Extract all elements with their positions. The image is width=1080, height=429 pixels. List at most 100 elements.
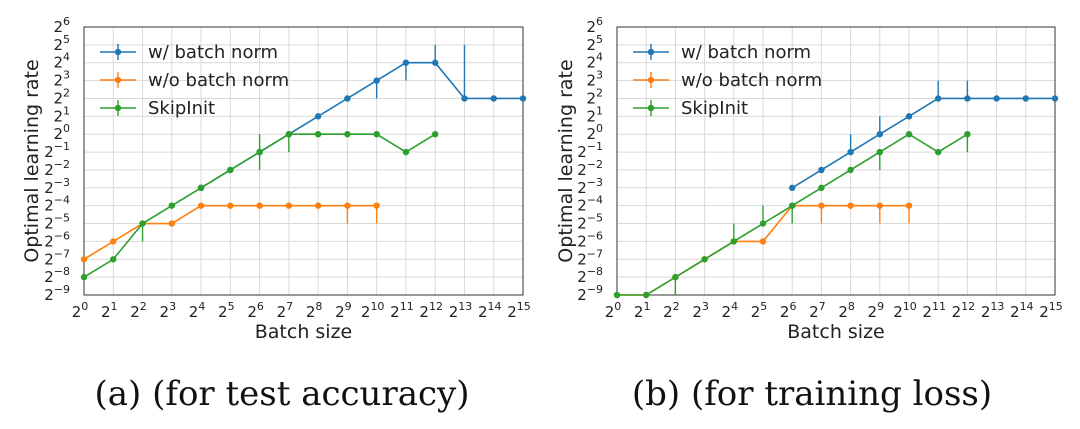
y-axis-label: Optimal learning rate [21,59,43,262]
y-tick-label: 22 [53,86,70,107]
x-axis-label: Batch size [787,321,885,343]
series-skipinit [613,131,971,299]
legend-label: SkipInit [681,98,748,119]
data-point [285,131,293,138]
legend-marker [647,76,655,84]
data-point [227,166,234,174]
legend: w/ batch norm w/o batch norm SkipInit [100,42,289,119]
x-tick-label: 211 [922,300,946,321]
panel-a: 20 21 22 23 24 25 26 27 28 29 210 211 212 213 214 2152−… [21,15,531,414]
data-point [256,202,263,209]
y-tick-label: 2−7 [44,247,70,268]
x-tick-label: 24 [189,300,206,321]
data-point [993,95,1000,102]
x-tick-label: 20 [72,300,89,321]
x-tick-label: 213 [981,300,1005,321]
data-point [759,220,767,227]
data-point [905,131,913,138]
y-tick-label: 24 [586,51,603,72]
legend-marker [647,48,655,56]
plot-frame [616,26,1056,296]
data-point [80,256,88,263]
y-tick-label: 2−3 [577,176,603,197]
y-tick-label: 2−2 [44,158,70,179]
data-point [876,148,883,156]
y-tick-label: 21 [586,104,603,125]
data-point [197,184,205,191]
data-point [847,148,854,156]
data-point [935,148,942,156]
series-line [791,97,1055,189]
data-point [905,202,913,209]
x-tick-label: 23 [692,300,709,321]
data-point [643,291,650,299]
data-point [373,77,380,84]
data-point [935,95,942,102]
data-point [197,202,205,209]
data-point [402,59,410,66]
legend-label: w/o batch norm [681,70,822,91]
y-tick-label: 2−6 [44,229,70,250]
legend-marker [647,104,655,112]
x-tick-label: 211 [390,300,414,321]
y-tick-label: 23 [586,69,603,90]
data-point [730,238,737,245]
y-tick-label: 2−9 [577,283,603,304]
data-point [314,131,322,138]
data-point [80,273,88,281]
data-point [519,95,527,102]
x-tick-label: 28 [306,300,323,321]
legend-marker [114,48,122,56]
data-point [789,202,796,209]
x-tick-label: 20 [605,300,622,321]
legend-label: SkipInit [148,98,215,119]
data-point [964,95,971,102]
x-tick-label: 25 [751,300,768,321]
x-tick-label: 26 [247,300,264,321]
data-point [314,113,322,120]
x-tick-label: 210 [893,300,917,321]
data-point [905,113,913,120]
legend-marker [114,76,122,84]
x-tick-label: 214 [478,300,502,321]
data-point [402,148,410,156]
data-point [613,291,621,299]
y-tick-label: 2−1 [44,140,70,161]
y-tick-label: 2−3 [44,176,70,197]
data-point [285,202,293,209]
data-point [847,202,854,209]
y-tick-label: 2−6 [577,229,603,250]
data-point [344,95,351,102]
data-point [789,184,796,191]
y-tick-label: 24 [53,51,70,72]
y-tick-label: 2−4 [44,194,70,215]
x-tick-label: 215 [507,300,531,321]
y-tick-label: 23 [53,69,70,90]
data-point [110,256,117,263]
series-skipinit [80,131,439,281]
series-w-batch-norm [789,80,1059,191]
x-tick-label: 28 [838,300,855,321]
x-tick-label: 215 [1039,300,1063,321]
x-tick-label: 213 [449,300,473,321]
y-tick-label: 2−5 [44,212,70,233]
data-point [1051,95,1059,102]
data-point [168,220,175,227]
y-tick-label: 25 [586,33,603,54]
panel-caption: (a) (for test accuracy) [95,374,470,414]
y-tick-label: 20 [53,122,70,143]
data-point [490,95,497,102]
data-point [139,220,146,227]
y-tick-label: 25 [53,33,70,54]
data-point [432,59,439,66]
panel-caption: (b) (for training loss) [632,374,992,414]
y-tick-label: 26 [586,15,603,36]
x-tick-label: 24 [722,300,739,321]
legend-label: w/o batch norm [148,70,289,91]
y-tick-label: 2−2 [577,158,603,179]
data-point [432,131,439,138]
x-tick-label: 210 [361,300,385,321]
data-point [373,131,380,138]
x-tick-label: 27 [277,300,294,321]
